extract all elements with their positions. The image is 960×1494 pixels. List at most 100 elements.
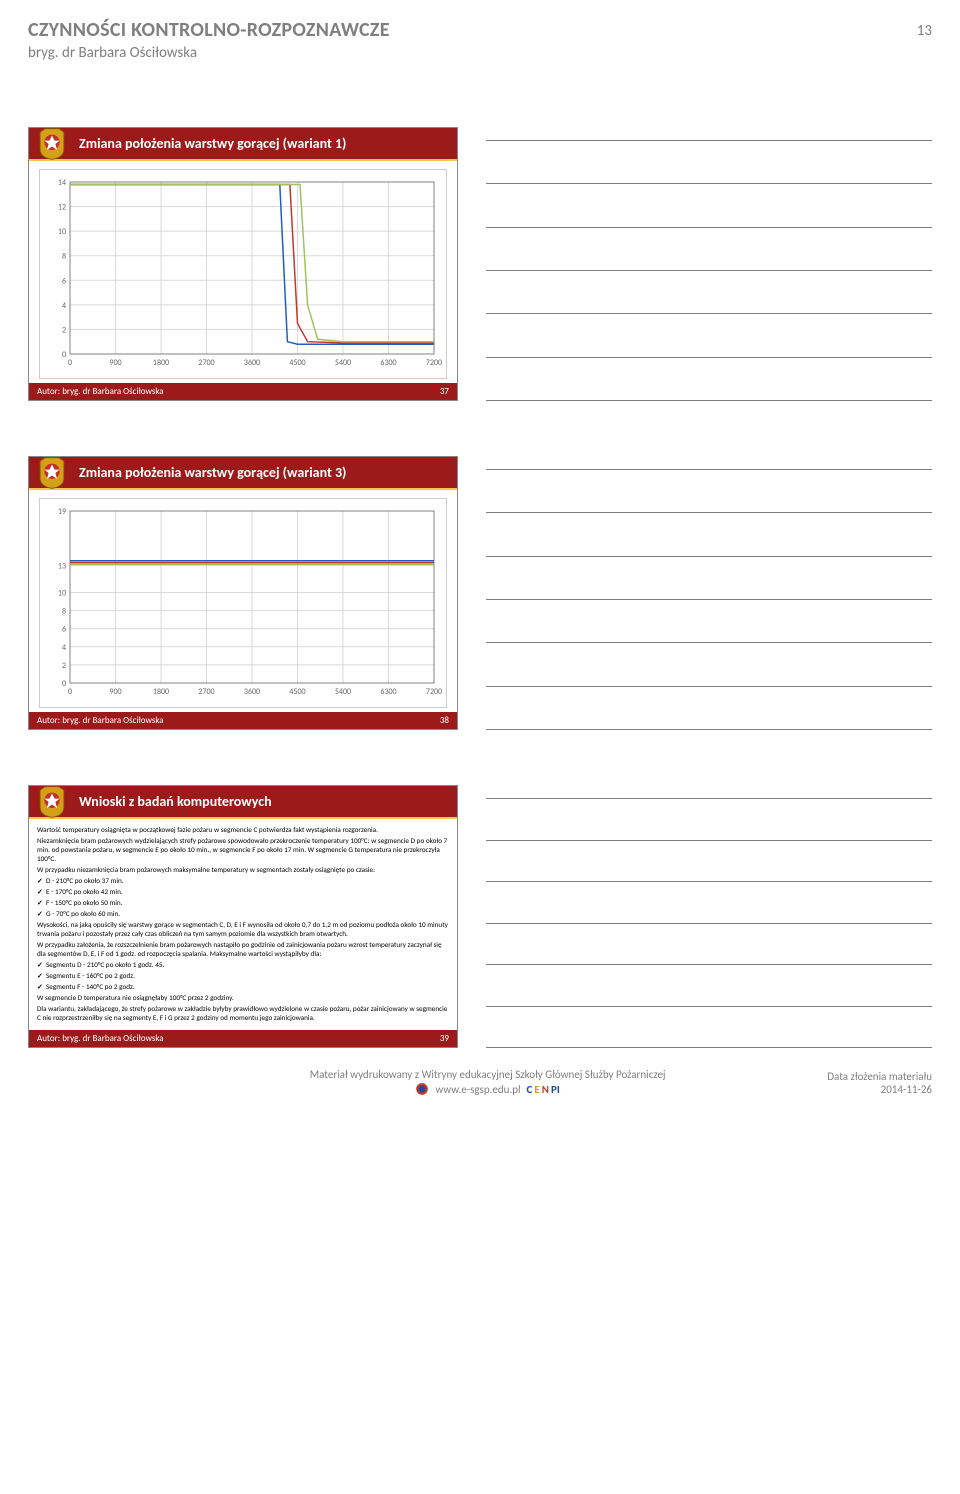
slide: Wnioski z badań komputerowych Wartość tem… <box>28 785 458 1048</box>
svg-text:6: 6 <box>62 276 66 286</box>
note-lines <box>486 785 932 1048</box>
slide-header: Wnioski z badań komputerowych <box>29 786 457 819</box>
paragraph: W przypadku założenia, że rozszczelnieni… <box>37 940 449 958</box>
svg-text:1800: 1800 <box>153 687 169 697</box>
svg-text:8: 8 <box>62 252 66 262</box>
svg-text:0: 0 <box>68 687 72 697</box>
slide: Zmiana położenia warstwy gorącej (warian… <box>28 456 458 730</box>
note-line <box>486 511 932 513</box>
svg-text:6300: 6300 <box>380 687 396 697</box>
slide-header: Zmiana położenia warstwy gorącej (warian… <box>29 128 457 161</box>
badge-icon <box>35 127 69 161</box>
svg-text:2700: 2700 <box>198 687 214 697</box>
svg-text:14: 14 <box>58 178 66 188</box>
note-line <box>486 1005 932 1007</box>
svg-text:2700: 2700 <box>198 358 214 368</box>
line-chart: 0246810121409001800270036004500540063007… <box>46 176 442 372</box>
title-block: CZYNNOŚCI KONTROLNO-ROZPOZNAWCZE bryg. d… <box>28 18 390 62</box>
svg-text:6300: 6300 <box>380 358 396 368</box>
note-lines <box>486 456 932 730</box>
line-chart: 0246810131909001800270036004500540063007… <box>46 505 442 701</box>
badge-icon <box>35 785 69 819</box>
note-line <box>486 226 932 228</box>
slides-container: Zmiana położenia warstwy gorącej (warian… <box>0 127 960 1048</box>
badge-icon <box>35 456 69 490</box>
slide-footer: Autor: bryg. dr Barbara Ościłowska 37 <box>29 383 457 400</box>
slide-row: Zmiana położenia warstwy gorącej (warian… <box>28 456 932 730</box>
slide-title: Zmiana położenia warstwy gorącej (warian… <box>79 464 346 481</box>
note-line <box>486 182 932 184</box>
footer-right-date: 2014-11-26 <box>827 1083 932 1096</box>
svg-text:5400: 5400 <box>335 687 351 697</box>
slide: Zmiana położenia warstwy gorącej (warian… <box>28 127 458 401</box>
note-line <box>486 797 932 799</box>
svg-text:900: 900 <box>109 687 121 697</box>
svg-text:1800: 1800 <box>153 358 169 368</box>
note-lines <box>486 127 932 401</box>
check-item: G - 70°C po około 60 min. <box>37 909 449 918</box>
note-line <box>486 356 932 358</box>
slide-author: Autor: bryg. dr Barbara Ościłowska <box>37 386 164 397</box>
svg-text:10: 10 <box>58 227 66 237</box>
note-line <box>486 269 932 271</box>
slide-number: 39 <box>440 1033 449 1044</box>
note-line <box>486 880 932 882</box>
slide-author: Autor: bryg. dr Barbara Ościłowska <box>37 715 164 726</box>
page-footer: Materiał wydrukowany z Witryny edukacyjn… <box>28 1068 932 1096</box>
note-line <box>486 728 932 730</box>
svg-text:7200: 7200 <box>426 687 442 697</box>
page-number: 13 <box>917 18 932 40</box>
footer-url: www.e-sgsp.edu.pl <box>435 1083 520 1096</box>
check-item: D - 210°C po około 37 min. <box>37 876 449 885</box>
check-item: F - 150°C po około 50 min. <box>37 898 449 907</box>
svg-text:10: 10 <box>58 588 66 598</box>
slide-author: Autor: bryg. dr Barbara Ościłowska <box>37 1033 164 1044</box>
note-line <box>486 312 932 314</box>
note-line <box>486 399 932 401</box>
check-item: Segmentu D - 210°C po około 1 godz. 45. <box>37 960 449 969</box>
slide-title: Wnioski z badań komputerowych <box>79 793 272 810</box>
footer-line2: www.e-sgsp.edu.pl CENPI <box>148 1082 827 1096</box>
cenpi-logo: CENPI <box>527 1083 560 1096</box>
svg-text:4: 4 <box>62 301 66 311</box>
note-line <box>486 641 932 643</box>
note-line <box>486 468 932 470</box>
chart-container: 0246810131909001800270036004500540063007… <box>39 498 447 708</box>
footer-right: Data złożenia materiału 2014-11-26 <box>827 1070 932 1096</box>
page-subtitle: bryg. dr Barbara Ościłowska <box>28 44 390 62</box>
slide-header: Zmiana położenia warstwy gorącej (warian… <box>29 457 457 490</box>
svg-text:12: 12 <box>58 203 66 213</box>
svg-text:8: 8 <box>62 607 66 617</box>
note-line <box>486 555 932 557</box>
check-item: E - 170°C po około 42 min. <box>37 887 449 896</box>
note-line <box>486 839 932 841</box>
slide-title: Zmiana położenia warstwy gorącej (warian… <box>79 135 346 152</box>
check-item: Segmentu F - 140°C po 2 godz. <box>37 982 449 991</box>
svg-text:2: 2 <box>62 661 66 671</box>
svg-text:4500: 4500 <box>289 687 305 697</box>
slide-row: Wnioski z badań komputerowych Wartość tem… <box>28 785 932 1048</box>
note-line <box>486 922 932 924</box>
chart-container: 0246810121409001800270036004500540063007… <box>39 169 447 379</box>
svg-text:900: 900 <box>109 358 121 368</box>
svg-text:6: 6 <box>62 625 66 635</box>
svg-text:5400: 5400 <box>335 358 351 368</box>
slide-footer: Autor: bryg. dr Barbara Ościłowska38 <box>29 712 457 729</box>
note-line <box>486 1046 932 1048</box>
footer-line1: Materiał wydrukowany z Witryny edukacyjn… <box>148 1068 827 1081</box>
paragraph: W przypadku niezamknięcia bram pożarowyc… <box>37 865 449 874</box>
slide-number: 37 <box>440 386 449 397</box>
slide-body: 0246810131909001800270036004500540063007… <box>29 490 457 712</box>
slide-row: Zmiana położenia warstwy gorącej (warian… <box>28 127 932 401</box>
note-line <box>486 685 932 687</box>
footer-center: Materiał wydrukowany z Witryny edukacyjn… <box>148 1068 827 1096</box>
svg-text:0: 0 <box>68 358 72 368</box>
svg-text:0: 0 <box>62 679 66 689</box>
slide-body: 0246810121409001800270036004500540063007… <box>29 161 457 383</box>
footer-right-label: Data złożenia materiału <box>827 1070 932 1083</box>
svg-text:4: 4 <box>62 643 66 653</box>
paragraph: Wartość temperatury osiągnięta w początk… <box>37 825 449 834</box>
page-title: CZYNNOŚCI KONTROLNO-ROZPOZNAWCZE <box>28 18 390 42</box>
svg-text:19: 19 <box>58 507 66 517</box>
note-line <box>486 963 932 965</box>
